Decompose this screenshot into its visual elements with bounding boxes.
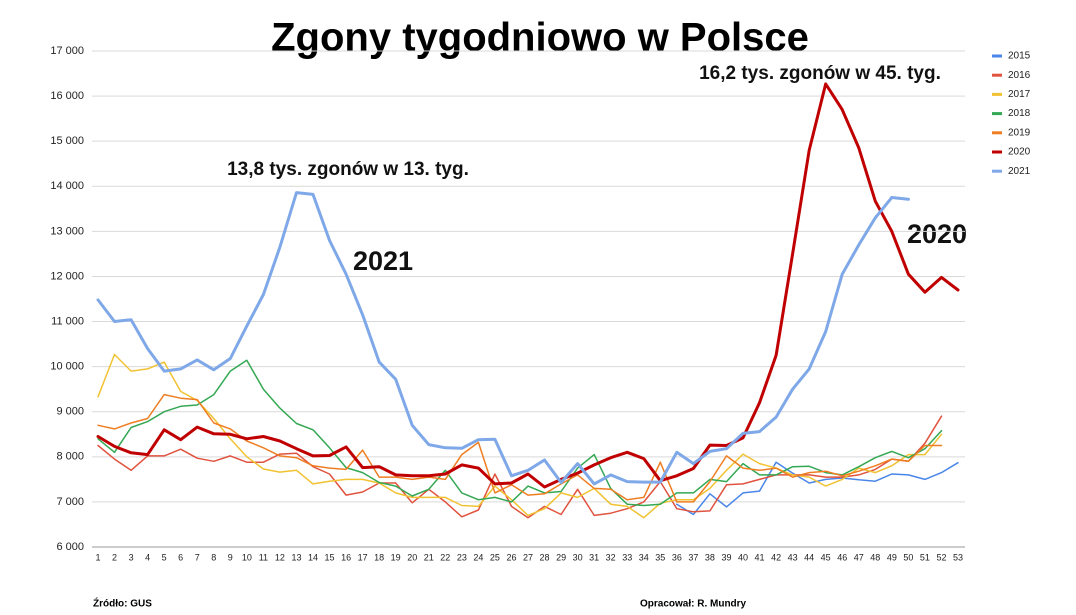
legend-label: 2019 bbox=[1008, 127, 1031, 138]
x-tick-label: 44 bbox=[804, 552, 814, 562]
y-tick-label: 16 000 bbox=[50, 90, 84, 102]
annotation: 16,2 tys. zgonów w 45. tyg. bbox=[699, 63, 941, 84]
series-line bbox=[97, 393, 943, 503]
x-tick-label: 17 bbox=[358, 552, 368, 562]
x-tick-label: 50 bbox=[903, 552, 913, 562]
x-tick-label: 31 bbox=[589, 552, 599, 562]
y-tick-label: 6 000 bbox=[56, 541, 84, 553]
x-tick-label: 20 bbox=[407, 552, 417, 562]
x-tick-label: 9 bbox=[228, 552, 233, 562]
x-tick-label: 22 bbox=[440, 552, 450, 562]
x-tick-label: 6 bbox=[178, 552, 183, 562]
x-tick-label: 51 bbox=[920, 552, 930, 562]
x-tick-label: 29 bbox=[556, 552, 566, 562]
y-tick-label: 7 000 bbox=[56, 496, 84, 508]
x-tick-label: 11 bbox=[259, 552, 268, 562]
y-tick-label: 12 000 bbox=[50, 270, 84, 282]
x-tick-label: 28 bbox=[540, 552, 550, 562]
x-tick-label: 39 bbox=[721, 552, 731, 562]
x-tick-label: 26 bbox=[506, 552, 516, 562]
x-tick-label: 46 bbox=[837, 552, 847, 562]
x-tick-label: 7 bbox=[195, 552, 200, 562]
legend-label: 2018 bbox=[1008, 108, 1031, 119]
y-tick-label: 9 000 bbox=[56, 406, 84, 418]
x-tick-label: 23 bbox=[457, 552, 467, 562]
x-tick-label: 8 bbox=[211, 552, 216, 562]
x-tick-label: 37 bbox=[688, 552, 698, 562]
legend-label: 2015 bbox=[1008, 51, 1031, 62]
x-tick-label: 36 bbox=[672, 552, 682, 562]
x-tick-label: 3 bbox=[129, 552, 134, 562]
x-tick-label: 25 bbox=[490, 552, 500, 562]
legend-label: 2021 bbox=[1008, 166, 1031, 177]
y-tick-label: 14 000 bbox=[50, 180, 84, 192]
x-tick-label: 12 bbox=[275, 552, 285, 562]
x-tick-label: 52 bbox=[936, 552, 946, 562]
x-tick-label: 5 bbox=[162, 552, 167, 562]
x-tick-label: 42 bbox=[771, 552, 781, 562]
x-tick-label: 16 bbox=[341, 552, 351, 562]
x-tick-label: 43 bbox=[788, 552, 798, 562]
x-tick-label: 32 bbox=[606, 552, 616, 562]
y-tick-label: 17 000 bbox=[50, 45, 84, 57]
y-tick-label: 11 000 bbox=[51, 315, 84, 327]
x-tick-label: 40 bbox=[738, 552, 748, 562]
series-line bbox=[97, 353, 943, 519]
y-tick-label: 13 000 bbox=[50, 225, 84, 237]
series-line bbox=[97, 359, 943, 507]
y-tick-label: 15 000 bbox=[50, 135, 84, 147]
y-tick-label: 10 000 bbox=[50, 361, 84, 373]
x-tick-label: 2 bbox=[112, 552, 117, 562]
x-tick-label: 4 bbox=[145, 552, 150, 562]
x-tick-label: 48 bbox=[870, 552, 880, 562]
x-tick-label: 38 bbox=[705, 552, 715, 562]
x-tick-label: 18 bbox=[374, 552, 384, 562]
author: Opracował: R. Mundry bbox=[640, 599, 747, 610]
chart-title: Zgony tygodniowo w Polsce bbox=[271, 16, 809, 60]
x-tick-label: 47 bbox=[854, 552, 864, 562]
y-tick-label: 8 000 bbox=[56, 451, 84, 463]
x-tick-label: 45 bbox=[821, 552, 831, 562]
x-tick-label: 53 bbox=[953, 552, 963, 562]
x-tick-label: 19 bbox=[391, 552, 401, 562]
x-tick-label: 33 bbox=[622, 552, 632, 562]
x-tick-label: 13 bbox=[291, 552, 301, 562]
series-line bbox=[96, 191, 910, 486]
series-annotation: 2021 bbox=[353, 246, 413, 276]
annotation: 13,8 tys. zgonów w 13. tyg. bbox=[227, 159, 469, 180]
x-tick-label: 14 bbox=[308, 552, 318, 562]
x-tick-label: 15 bbox=[325, 552, 335, 562]
x-tick-label: 41 bbox=[755, 552, 765, 562]
source: Źródło: GUS bbox=[93, 597, 152, 610]
legend-label: 2016 bbox=[1008, 70, 1031, 81]
x-tick-label: 35 bbox=[655, 552, 665, 562]
x-tick-label: 34 bbox=[639, 552, 649, 562]
legend-label: 2017 bbox=[1008, 89, 1031, 100]
x-tick-label: 1 bbox=[95, 552, 100, 562]
x-tick-label: 24 bbox=[473, 552, 483, 562]
series-annotation: 2020 bbox=[907, 219, 967, 249]
x-tick-label: 10 bbox=[242, 552, 252, 562]
x-tick-label: 27 bbox=[523, 552, 533, 562]
x-tick-label: 49 bbox=[887, 552, 897, 562]
legend-label: 2020 bbox=[1008, 147, 1031, 158]
x-tick-label: 21 bbox=[424, 552, 434, 562]
x-tick-label: 30 bbox=[573, 552, 583, 562]
series-line bbox=[96, 82, 960, 489]
